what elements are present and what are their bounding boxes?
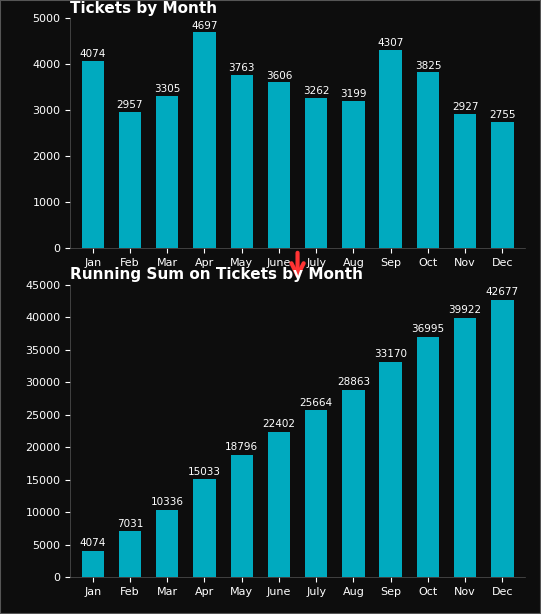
Text: Running Sum on Tickets by Month: Running Sum on Tickets by Month <box>70 267 364 282</box>
Bar <box>342 101 365 248</box>
Bar <box>156 510 179 577</box>
Bar <box>193 480 216 577</box>
Text: 33170: 33170 <box>374 349 407 359</box>
Bar <box>268 432 290 577</box>
Text: 22402: 22402 <box>262 419 295 429</box>
Bar <box>230 455 253 577</box>
Text: 4697: 4697 <box>191 20 217 31</box>
Text: 3199: 3199 <box>340 90 367 99</box>
Bar <box>119 532 141 577</box>
Text: 2755: 2755 <box>489 110 516 120</box>
Text: 4074: 4074 <box>80 538 106 548</box>
Bar <box>193 33 216 248</box>
Bar <box>417 72 439 248</box>
Bar <box>268 82 290 248</box>
Text: 3606: 3606 <box>266 71 292 80</box>
Text: 3825: 3825 <box>414 61 441 71</box>
Text: 25664: 25664 <box>300 398 333 408</box>
Bar <box>82 551 104 577</box>
Bar <box>82 61 104 248</box>
Bar <box>454 317 476 577</box>
Text: 10336: 10336 <box>151 497 184 507</box>
Bar <box>119 112 141 248</box>
Text: 4307: 4307 <box>378 39 404 49</box>
Bar <box>230 76 253 248</box>
Text: 15033: 15033 <box>188 467 221 477</box>
Text: 2927: 2927 <box>452 102 478 112</box>
Text: 39922: 39922 <box>448 305 481 315</box>
Bar <box>156 96 179 248</box>
Bar <box>491 122 513 248</box>
Text: 3305: 3305 <box>154 85 180 95</box>
Text: 2957: 2957 <box>117 101 143 111</box>
Bar <box>379 50 402 248</box>
Text: 28863: 28863 <box>337 377 370 387</box>
Text: 7031: 7031 <box>117 519 143 529</box>
Text: 42677: 42677 <box>486 287 519 297</box>
Bar <box>454 114 476 248</box>
Text: 3262: 3262 <box>303 87 329 96</box>
Text: 18796: 18796 <box>225 443 258 453</box>
Bar <box>342 390 365 577</box>
Bar <box>417 336 439 577</box>
Text: 3763: 3763 <box>228 63 255 74</box>
Text: Tickets by Month: Tickets by Month <box>70 1 217 16</box>
Bar <box>305 410 327 577</box>
Bar <box>305 98 327 248</box>
Text: 36995: 36995 <box>411 324 445 334</box>
Bar <box>491 300 513 577</box>
Text: 4074: 4074 <box>80 49 106 59</box>
Bar <box>379 362 402 577</box>
